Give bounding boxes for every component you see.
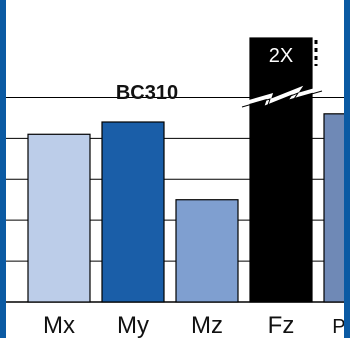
category-label-mx: Mx — [43, 312, 75, 338]
axis-break-outline — [241, 90, 323, 108]
frame-left-border — [0, 0, 6, 338]
category-label-fz: Fz — [268, 312, 295, 338]
break-label: 2X — [269, 45, 293, 67]
chart-title: BC310 — [116, 82, 178, 104]
frame-right-border — [344, 0, 350, 338]
bar-my — [101, 121, 165, 303]
category-label-mz: Mz — [191, 312, 223, 338]
category-labels: MxMyMzFzPreis — [43, 312, 350, 338]
bar-mx — [27, 133, 91, 303]
bars: 2X — [27, 37, 350, 303]
axis-break-marker — [241, 85, 323, 106]
category-label-my: My — [117, 312, 149, 338]
bar-fz — [249, 37, 313, 303]
bar-mz — [175, 199, 239, 303]
